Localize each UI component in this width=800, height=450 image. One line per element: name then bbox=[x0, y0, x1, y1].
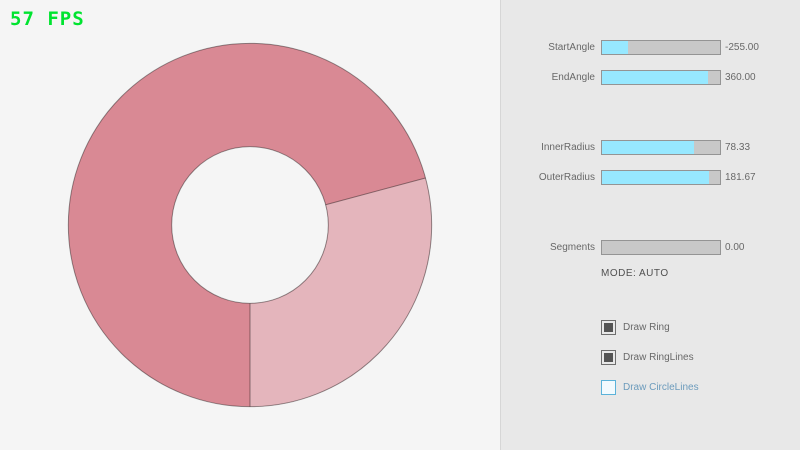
segments-label: Segments bbox=[549, 242, 595, 253]
endangle-row: EndAngle 360.00 bbox=[501, 70, 800, 85]
innerradius-slider-fill bbox=[602, 141, 695, 154]
draw-circlelines-checkbox[interactable] bbox=[601, 380, 616, 395]
outerradius-slider-fill bbox=[602, 171, 710, 184]
startangle-slider-fill bbox=[602, 41, 628, 54]
innerradius-slider[interactable] bbox=[601, 140, 721, 155]
draw-circlelines-label: Draw CircleLines bbox=[623, 382, 699, 393]
draw-ringlines-label: Draw RingLines bbox=[623, 352, 694, 363]
draw-ringlines-row: Draw RingLines bbox=[501, 350, 800, 365]
control-panel: StartAngle -255.00 EndAngle 360.00 Inner… bbox=[500, 0, 800, 450]
startangle-slider[interactable] bbox=[601, 40, 721, 55]
outerradius-value: 181.67 bbox=[725, 172, 756, 183]
fps-counter: 57 FPS bbox=[10, 8, 85, 30]
outerradius-row: OuterRadius 181.67 bbox=[501, 170, 800, 185]
endangle-value: 360.00 bbox=[725, 72, 756, 83]
draw-ring-checkbox[interactable] bbox=[601, 320, 616, 335]
draw-ringlines-checkbox[interactable] bbox=[601, 350, 616, 365]
innerradius-row: InnerRadius 78.33 bbox=[501, 140, 800, 155]
draw-circlelines-row: Draw CircleLines bbox=[501, 380, 800, 395]
innerradius-label: InnerRadius bbox=[541, 142, 595, 153]
endangle-slider-fill bbox=[602, 71, 709, 84]
outerradius-label: OuterRadius bbox=[538, 172, 595, 183]
endangle-label: EndAngle bbox=[551, 72, 595, 83]
render-canvas: 57 FPS bbox=[10, 8, 433, 408]
draw-ring-row: Draw Ring bbox=[501, 320, 800, 335]
innerradius-value: 78.33 bbox=[725, 142, 751, 153]
segments-slider[interactable] bbox=[601, 240, 721, 255]
segments-row: Segments 0.00 bbox=[501, 240, 800, 255]
startangle-value: -255.00 bbox=[725, 42, 759, 53]
endangle-slider[interactable] bbox=[601, 70, 721, 85]
outerradius-slider[interactable] bbox=[601, 170, 721, 185]
startangle-row: StartAngle -255.00 bbox=[501, 40, 800, 55]
startangle-label: StartAngle bbox=[548, 42, 595, 53]
segments-value: 0.00 bbox=[725, 242, 745, 253]
mode-text: MODE: AUTO bbox=[601, 268, 669, 279]
check-mark-icon bbox=[604, 353, 613, 362]
ring-drawing bbox=[67, 42, 433, 408]
check-mark-icon bbox=[604, 323, 613, 332]
draw-ring-label: Draw Ring bbox=[623, 322, 670, 333]
